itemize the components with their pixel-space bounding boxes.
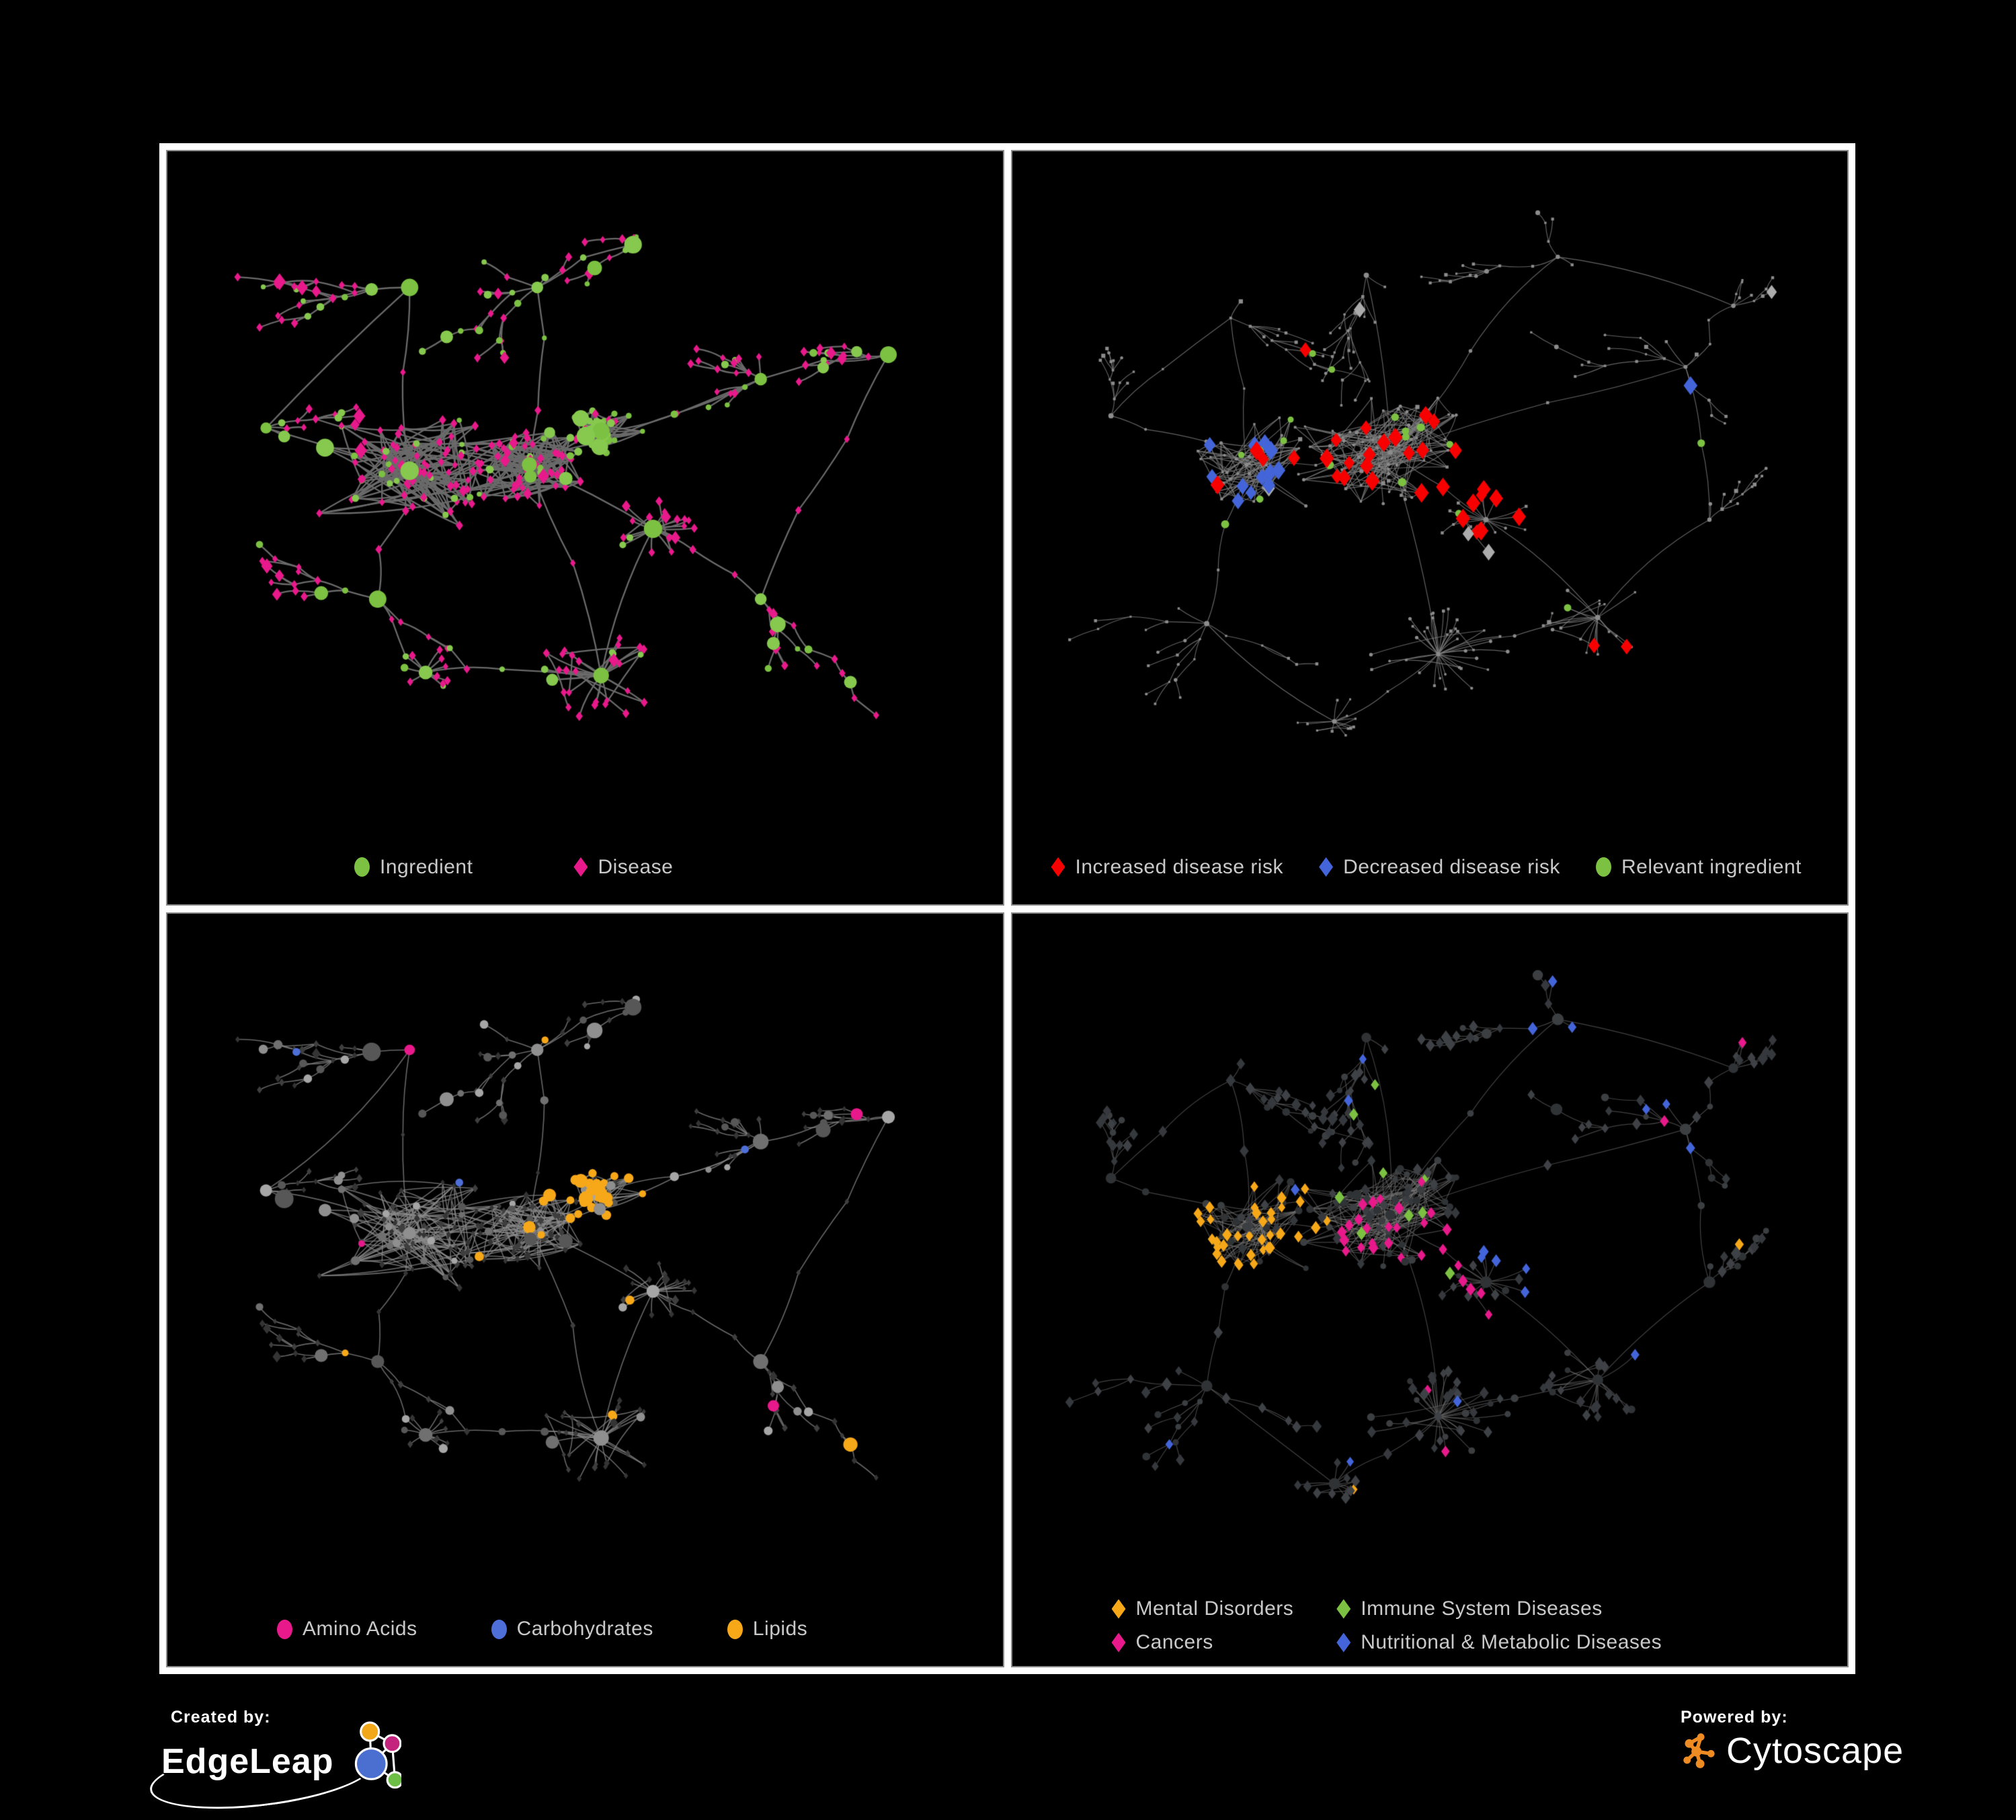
cytoscape-logo-icon: [1683, 1733, 1715, 1768]
legend-marker-relevant-ingredient-circle-icon: [1595, 857, 1611, 877]
legend-marker-disease-diamond-icon: [573, 857, 588, 877]
legend-item-carbohydrates: Carbohydrates: [491, 1618, 653, 1640]
legend-label: Immune System Diseases: [1361, 1597, 1603, 1620]
legend-label: Nutritional & Metabolic Diseases: [1361, 1631, 1662, 1653]
legend-label: Amino Acids: [303, 1618, 417, 1640]
legend-item-mental-disorders: Mental Disorders: [1111, 1597, 1294, 1620]
created-by-block: Created by: EdgeLeap: [146, 1708, 444, 1820]
legend-ingredient-disease: Ingredient Disease: [166, 856, 1004, 879]
legend-item-relevant-ingredient: Relevant ingredient: [1595, 855, 1802, 879]
legend-label: Decreased disease risk: [1343, 855, 1560, 878]
network-canvas-nutrient-class: [166, 912, 1004, 1668]
legend-disease-risk: Increased disease risk Decreased disease …: [1011, 856, 1849, 879]
figure-grid: Ingredient Disease Increased disease risk…: [159, 143, 1855, 1674]
legend-label: Cancers: [1135, 1631, 1213, 1653]
legend-marker-cancers-diamond-icon: [1111, 1632, 1126, 1653]
legend-marker-increased-disease-risk-diamond-icon: [1051, 857, 1065, 877]
network-canvas-disease-risk: [1010, 150, 1849, 906]
panel-ingredient-disease-network: Ingredient Disease: [163, 147, 1008, 909]
legend-marker-nutritional-metabolic-diseases-diamond-icon: [1336, 1632, 1351, 1653]
network-canvas-disease-category: [1010, 912, 1849, 1668]
panel-disease-risk-network: Increased disease risk Decreased disease …: [1007, 147, 1852, 909]
created-by-label: Created by:: [171, 1708, 271, 1727]
powered-by-block: Powered by: Cytoscape: [1681, 1708, 1963, 1809]
legend-marker-carbohydrates-circle-icon: [491, 1619, 507, 1639]
legend-item-immune-system-diseases: Immune System Diseases: [1336, 1597, 1662, 1620]
panel-nutrient-class-network: Amino Acids Carbohydrates Lipids: [163, 908, 1008, 1671]
legend-disease-category: Mental Disorders Immune System Diseases Ca…: [1011, 1597, 1849, 1654]
legend-item-amino-acids: Amino Acids: [277, 1618, 417, 1640]
cytoscape-brand: Cytoscape: [1726, 1731, 1904, 1771]
edgeleap-logo-icon: [354, 1721, 401, 1789]
panel-disease-category-network: Mental Disorders Immune System Diseases Ca…: [1007, 908, 1852, 1671]
network-canvas-ingredient-disease: [166, 150, 1004, 906]
legend-item-increased-disease-risk: Increased disease risk: [1051, 856, 1283, 879]
legend-label: Increased disease risk: [1075, 855, 1283, 878]
legend-item-lipids: Lipids: [727, 1618, 807, 1640]
legend-marker-mental-disorders-diamond-icon: [1111, 1599, 1126, 1619]
legend-label: Relevant ingredient: [1621, 855, 1802, 878]
legend-marker-decreased-disease-risk-diamond-icon: [1319, 857, 1334, 877]
legend-item-disease: Disease: [573, 856, 673, 879]
powered-by-label: Powered by:: [1681, 1708, 1788, 1727]
legend-label: Carbohydrates: [516, 1618, 653, 1640]
legend-item-nutritional-metabolic-diseases: Nutritional & Metabolic Diseases: [1336, 1631, 1662, 1654]
legend-label: Disease: [598, 855, 674, 878]
legend-marker-lipids-circle-icon: [727, 1619, 743, 1639]
legend-item-decreased-disease-risk: Decreased disease risk: [1319, 856, 1560, 879]
legend-item-cancers: Cancers: [1111, 1631, 1294, 1654]
legend-marker-amino-acids-circle-icon: [277, 1619, 292, 1639]
legend-label: Mental Disorders: [1135, 1597, 1294, 1620]
legend-label: Ingredient: [380, 855, 473, 878]
legend-item-ingredient: Ingredient: [354, 856, 473, 879]
legend-marker-ingredient-circle-icon: [354, 857, 370, 877]
legend-label: Lipids: [752, 1618, 808, 1640]
edgeleap-brand: EdgeLeap: [161, 1742, 334, 1781]
legend-nutrient-class: Amino Acids Carbohydrates Lipids: [166, 1618, 1004, 1640]
legend-marker-immune-system-diseases-diamond-icon: [1336, 1599, 1351, 1619]
